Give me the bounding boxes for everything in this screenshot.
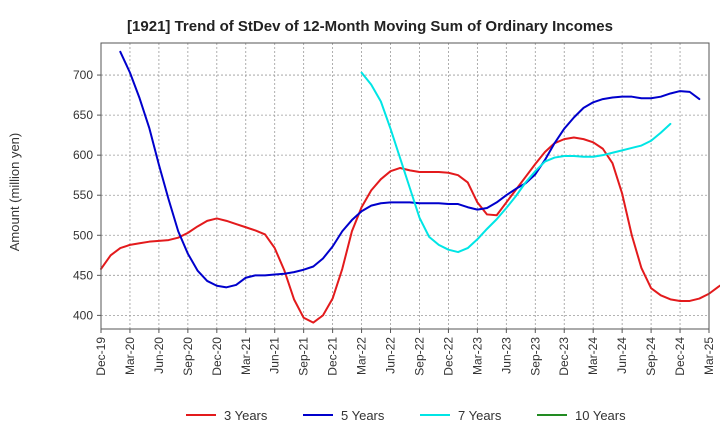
x-tick-label-Jun-20: Jun-20 (152, 337, 166, 374)
x-tick-label-Jun-23: Jun-23 (499, 337, 513, 374)
y-tick-label-700: 700 (73, 68, 93, 82)
grid-layer (101, 43, 709, 329)
chart-title: [1921] Trend of StDev of 12-Month Moving… (127, 18, 613, 35)
x-tick-label-Sep-24: Sep-24 (644, 337, 658, 376)
legend-label-7-years: 7 Years (458, 408, 502, 423)
x-tick-label-Dec-20: Dec-20 (210, 337, 224, 376)
y-tick-label-650: 650 (73, 108, 93, 122)
x-tick-label-Mar-22: Mar-22 (355, 337, 369, 375)
legend-label-10-years: 10 Years (575, 408, 626, 423)
x-tick-label-Mar-21: Mar-21 (239, 337, 253, 375)
x-tick-label-Jun-21: Jun-21 (268, 337, 282, 374)
x-tick-label-Dec-23: Dec-23 (557, 337, 571, 376)
x-tick-label-Jun-22: Jun-22 (384, 337, 398, 374)
y-tick-label-400: 400 (73, 308, 93, 322)
series-layer (100, 50, 720, 324)
x-tick-label-Sep-22: Sep-22 (412, 337, 426, 376)
x-tick-label-Mar-25: Mar-25 (702, 337, 716, 375)
x-tick-label-Sep-21: Sep-21 (297, 337, 311, 376)
x-tick-label-Sep-23: Sep-23 (528, 337, 542, 376)
y-tick-label-550: 550 (73, 188, 93, 202)
legend-label-3-years: 3 Years (224, 408, 268, 423)
x-tick-label-Mar-24: Mar-24 (586, 337, 600, 375)
plot-frame (100, 42, 710, 330)
legend-layer: 3 Years 5 Years 7 Years 10 Years (186, 408, 626, 423)
y-tick-label-450: 450 (73, 268, 93, 282)
series-line-5-years (119, 50, 701, 289)
x-tick-label-Dec-19: Dec-19 (94, 337, 108, 376)
series-line-7-years (360, 71, 672, 254)
series-line-3-years (100, 136, 720, 324)
legend-label-5-years: 5 Years (341, 408, 385, 423)
x-tick-label-Dec-21: Dec-21 (326, 337, 340, 376)
y-tick-label-600: 600 (73, 148, 93, 162)
x-tick-label-Mar-20: Mar-20 (123, 337, 137, 375)
x-tick-label-Sep-20: Sep-20 (181, 337, 195, 376)
x-tick-label-Jun-24: Jun-24 (615, 337, 629, 374)
x-tick-label-Mar-23: Mar-23 (470, 337, 484, 375)
axis-layer: 400 450 500 550 600 650 700 Dec-19 Mar-20 Jun-20 S… (73, 68, 716, 376)
x-tick-label-Dec-22: Dec-22 (441, 337, 455, 376)
x-tick-label-Dec-24: Dec-24 (673, 337, 687, 376)
y-axis-label: Amount (million yen) (7, 133, 22, 252)
y-tick-label-500: 500 (73, 228, 93, 242)
